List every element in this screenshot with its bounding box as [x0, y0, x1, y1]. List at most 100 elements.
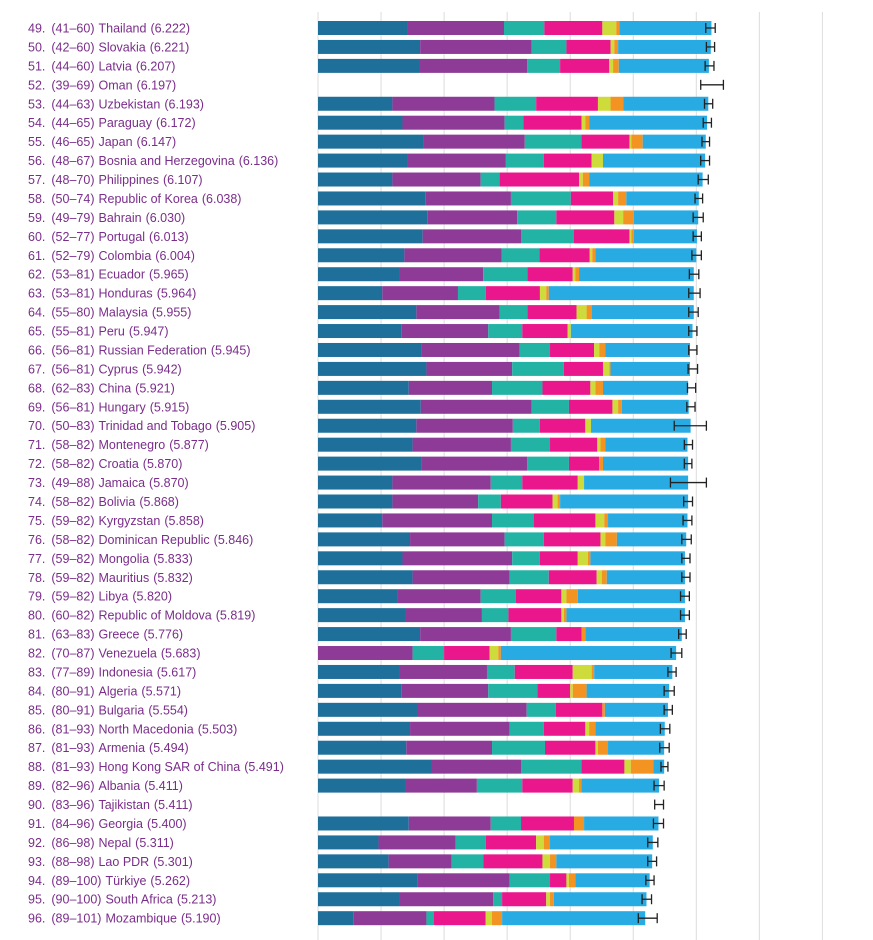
score-label: (5.820): [132, 590, 172, 604]
bar-segment: [492, 513, 534, 528]
country-label: Türkiye: [105, 874, 146, 888]
bar-segment: [318, 399, 421, 414]
score-label: (5.964): [157, 287, 197, 301]
country-label: Portugal: [98, 230, 145, 244]
bar-segment: [509, 570, 549, 585]
rank-label: 81.: [28, 628, 45, 642]
rank-range-label: (39–69): [51, 78, 94, 92]
bar-row: [318, 835, 659, 850]
bar-segment: [318, 58, 420, 73]
score-label: (5.400): [147, 817, 187, 831]
rank-range-label: (58–82): [51, 457, 94, 471]
bar-segment: [318, 96, 393, 111]
bar-segment: [478, 494, 501, 509]
rank-range-label: (59–82): [51, 552, 94, 566]
bar-segment: [570, 191, 614, 206]
bar-segment: [412, 646, 445, 661]
rank-range-label: (80–91): [51, 703, 94, 717]
country-label: Dominican Republic: [98, 533, 209, 547]
bar-row: [318, 248, 702, 263]
bar-segment: [550, 835, 653, 850]
row-label: 94. (89–100) Türkiye (5.262): [28, 874, 190, 888]
row-label: 69. (56–81) Hungary (5.915): [28, 400, 189, 414]
bar-segment: [543, 721, 586, 736]
bar-row: [318, 816, 665, 831]
row-label: 79. (59–82) Libya (5.820): [28, 590, 172, 604]
country-label: Tajikistan: [98, 798, 149, 812]
bar-segment: [526, 702, 556, 717]
bar-segment: [510, 627, 557, 642]
bar-segment: [577, 589, 685, 604]
country-label: Kyrgyzstan: [98, 514, 160, 528]
bar-segment: [416, 305, 500, 320]
bar-segment: [423, 134, 525, 149]
row-label: 71. (58–82) Montenegro (5.877): [28, 438, 209, 452]
score-label: (6.038): [202, 192, 242, 206]
bar-row: [318, 892, 653, 907]
bar-segment: [560, 494, 689, 509]
bar-segment: [318, 324, 402, 339]
bar-segment: [590, 380, 596, 395]
bar-segment: [382, 286, 458, 301]
bar-segment: [544, 21, 603, 35]
rank-range-label: (70–87): [51, 647, 94, 661]
score-label: (5.870): [149, 476, 189, 490]
bar-segment: [318, 153, 408, 168]
bar-segment: [546, 892, 551, 907]
country-label: Latvia: [98, 59, 131, 73]
row-label: 86. (81–93) North Macedonia (5.503): [28, 722, 237, 736]
row-label: 74. (58–82) Bolivia (5.868): [28, 495, 179, 509]
bar-segment: [399, 664, 487, 679]
rank-range-label: (88–98): [51, 855, 94, 869]
bar-segment: [550, 342, 595, 357]
rank-range-label: (53–81): [51, 287, 94, 301]
bar-segment: [579, 172, 583, 187]
bar-segment: [591, 305, 694, 320]
bar-segment: [527, 58, 561, 73]
rank-range-label: (59–82): [51, 571, 94, 585]
bar-row: [318, 342, 698, 357]
bar-segment: [407, 153, 506, 168]
score-label: (5.965): [149, 268, 189, 282]
bar-segment: [426, 361, 513, 376]
row-label: 77. (59–82) Mongolia (5.833): [28, 552, 193, 566]
bar-segment: [595, 380, 603, 395]
rank-label: 65.: [28, 325, 45, 339]
score-label: (6.221): [150, 40, 190, 54]
bar-segment: [595, 740, 598, 755]
score-label: (6.193): [164, 97, 204, 111]
bar-segment: [318, 740, 407, 755]
country-label: Russian Federation: [98, 343, 206, 357]
rank-range-label: (58–82): [51, 438, 94, 452]
bar-segment: [434, 911, 486, 926]
row-label: 91. (84–96) Georgia (5.400): [28, 817, 187, 831]
row-label: 75. (59–82) Kyrgyzstan (5.858): [28, 514, 204, 528]
bar-row: [700, 79, 725, 90]
bar-segment: [476, 778, 523, 793]
country-label: Albania: [98, 779, 140, 793]
rank-label: 61.: [28, 249, 45, 263]
bar-segment: [318, 380, 409, 395]
rank-label: 83.: [28, 665, 45, 679]
bar-segment: [485, 286, 540, 301]
bar-segment: [550, 437, 598, 452]
bar-segment: [621, 399, 689, 414]
bar-row: [318, 21, 716, 35]
row-label: 90. (83–96) Tajikistan (5.411): [28, 798, 193, 812]
country-label: Ecuador: [98, 268, 145, 282]
bar-row: [318, 911, 658, 926]
bar-segment: [630, 759, 654, 774]
country-label: China: [98, 381, 131, 395]
country-label: Colombia: [98, 249, 151, 263]
bar-segment: [555, 702, 603, 717]
bar-segment: [392, 172, 481, 187]
rank-label: 71.: [28, 438, 45, 452]
bar-row: [318, 646, 683, 661]
bar-segment: [318, 759, 432, 774]
country-label: Bosnia and Herzegovina: [98, 154, 234, 168]
bar-segment: [406, 740, 493, 755]
rank-range-label: (52–77): [51, 230, 94, 244]
row-label: 87. (81–93) Armenia (5.494): [28, 741, 189, 755]
row-label: 85. (80–91) Bulgaria (5.554): [28, 703, 188, 717]
bar-segment: [604, 702, 668, 717]
